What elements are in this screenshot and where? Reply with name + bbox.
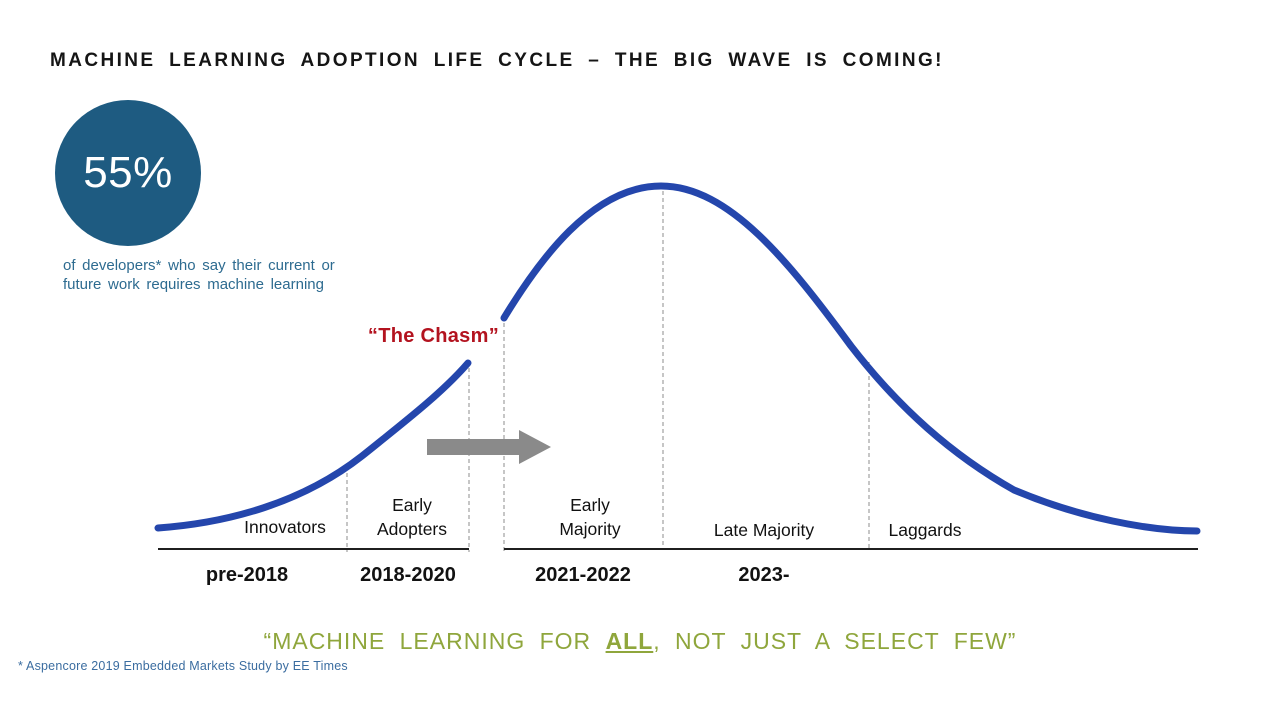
- stage-label-innovators: Innovators: [244, 517, 326, 537]
- footnote: * Aspencore 2019 Embedded Markets Study …: [18, 659, 348, 673]
- stat-circle: 55%: [55, 100, 201, 246]
- curve-right-segment: [500, 182, 1201, 535]
- period-label-2018-2020: 2018-2020: [360, 564, 456, 586]
- chasm-label: “The Chasm”: [367, 325, 499, 347]
- quote-suffix: , NOT JUST A SELECT FEW”: [653, 628, 1017, 654]
- stat-caption: of developers* who say their current or …: [63, 256, 363, 294]
- bottom-quote: “MACHINE LEARNING FOR ALL, NOT JUST A SE…: [0, 628, 1280, 655]
- period-label-2021-2022: 2021-2022: [535, 564, 631, 586]
- stage-label-early-adopters: Early Adopters: [376, 495, 448, 539]
- stage-label-laggards: Laggards: [888, 520, 962, 540]
- curve-left-segment: [154, 359, 472, 532]
- period-label-pre-2018: pre-2018: [205, 564, 289, 586]
- period-label-2023: 2023-: [738, 564, 790, 586]
- slide-title: MACHINE LEARNING ADOPTION LIFE CYCLE – T…: [50, 50, 944, 71]
- stat-value: 55%: [83, 148, 173, 197]
- stage-label-early-majority: Early Majority: [559, 495, 621, 539]
- quote-highlight: ALL: [605, 628, 654, 654]
- quote-prefix: “MACHINE LEARNING FOR: [263, 628, 606, 654]
- stat-caption-line2: future work requires machine learning: [63, 276, 324, 293]
- stage-label-late-majority: Late Majority: [713, 520, 815, 540]
- stat-caption-line1: of developers* who say their current or: [63, 257, 335, 274]
- chasm-crossing-arrow-icon: [427, 430, 551, 464]
